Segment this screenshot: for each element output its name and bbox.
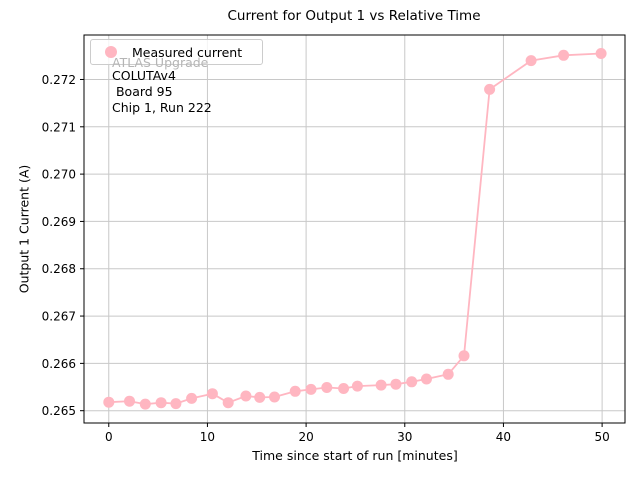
data-point-marker xyxy=(421,373,432,385)
data-point-marker xyxy=(155,397,167,409)
y-tick-label: 0.268 xyxy=(42,262,76,276)
legend-circle-marker-icon xyxy=(105,46,117,58)
y-tick-label: 0.267 xyxy=(42,310,76,324)
data-point-marker xyxy=(139,398,151,410)
data-point-marker xyxy=(222,397,234,409)
data-point-marker xyxy=(124,395,135,407)
x-tick-label: 40 xyxy=(496,430,511,444)
data-point-marker xyxy=(240,390,252,402)
annotation-atlas-upgrade: ATLAS Upgrade xyxy=(112,55,209,70)
y-tick-label: 0.272 xyxy=(42,73,76,87)
y-tick-label: 0.270 xyxy=(42,168,76,182)
annotation-board: Board 95 xyxy=(112,84,173,99)
annotation-chip-run: Chip 1, Run 222 xyxy=(112,100,212,115)
data-point-marker xyxy=(186,392,198,404)
data-point-marker xyxy=(269,391,280,403)
x-tick-label: 20 xyxy=(298,430,313,444)
x-tick-label: 10 xyxy=(200,430,215,444)
y-tick-label: 0.265 xyxy=(42,404,76,418)
data-point-marker xyxy=(442,368,454,380)
data-point-marker xyxy=(351,380,363,392)
data-point-marker xyxy=(289,385,301,397)
legend-entry-label: Measured current xyxy=(132,44,243,60)
data-point-marker xyxy=(406,376,418,388)
legend: Measured current xyxy=(90,39,263,65)
y-axis-label: Output 1 Current (A) xyxy=(16,164,32,294)
data-point-marker xyxy=(484,83,496,95)
annotation-colutav4: COLUTAv4 xyxy=(112,68,176,83)
axes-spines xyxy=(83,34,626,424)
x-tick-label: 30 xyxy=(397,430,412,444)
data-point-marker xyxy=(458,350,470,362)
data-point-marker xyxy=(525,55,537,67)
data-point-marker xyxy=(375,379,387,391)
data-point-marker xyxy=(390,378,402,390)
y-tick-label: 0.266 xyxy=(42,357,76,371)
data-point-marker xyxy=(595,48,607,59)
chart-title: Current for Output 1 vs Relative Time xyxy=(227,8,481,24)
data-point-marker xyxy=(338,383,350,394)
x-axis-label: Time since start of run [minutes] xyxy=(252,448,458,463)
data-point-marker xyxy=(254,391,266,403)
data-point-marker xyxy=(103,396,115,408)
data-point-marker xyxy=(206,388,218,400)
data-point-marker xyxy=(170,398,182,410)
data-point-marker xyxy=(321,382,333,393)
x-tick-label: 0 xyxy=(105,430,113,444)
y-tick-label: 0.271 xyxy=(42,120,76,134)
y-tick-label: 0.269 xyxy=(42,215,76,229)
x-tick-label: 50 xyxy=(594,430,609,444)
data-point-marker xyxy=(558,49,570,61)
data-point-marker xyxy=(305,383,317,395)
